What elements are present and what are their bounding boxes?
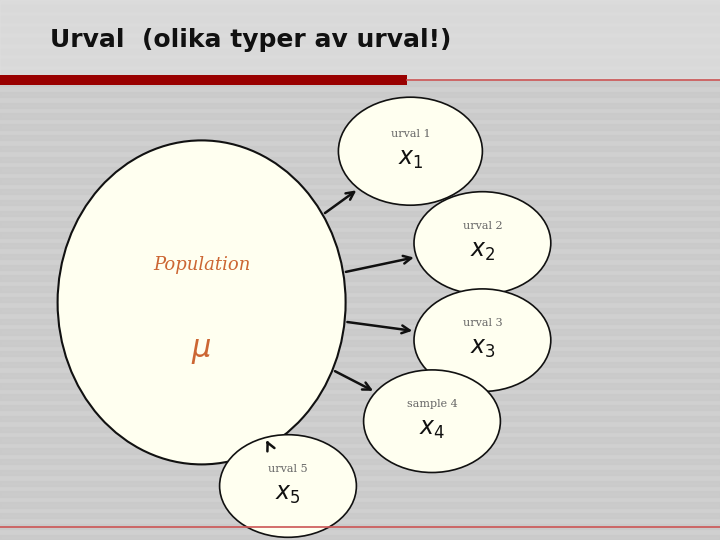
Bar: [0, 481, 720, 486]
Text: sample 4: sample 4: [407, 399, 457, 409]
Bar: [0, 27, 720, 32]
Bar: [0, 470, 720, 475]
Bar: [0, 103, 720, 108]
Bar: [0, 113, 720, 119]
Ellipse shape: [338, 97, 482, 205]
Bar: [0, 124, 720, 130]
Bar: [0, 178, 720, 184]
Text: $x_3$: $x_3$: [469, 337, 495, 360]
Bar: [0, 200, 720, 205]
Bar: [0, 38, 720, 43]
Ellipse shape: [414, 289, 551, 392]
Bar: [0, 75, 407, 85]
Bar: [0, 383, 720, 389]
Text: urval 5: urval 5: [268, 464, 308, 474]
Bar: [0, 405, 720, 410]
Ellipse shape: [414, 192, 551, 294]
Bar: [0, 329, 720, 335]
Ellipse shape: [58, 140, 346, 464]
Bar: [0, 275, 720, 281]
Text: urval 1: urval 1: [390, 129, 431, 139]
Bar: [0, 221, 720, 227]
Bar: [0, 92, 720, 97]
Bar: [0, 265, 720, 270]
Bar: [0, 59, 720, 65]
Bar: [0, 167, 720, 173]
Text: $x_4$: $x_4$: [419, 418, 445, 441]
Bar: [0, 254, 720, 259]
Bar: [0, 524, 720, 529]
Bar: [0, 243, 720, 248]
Bar: [0, 286, 720, 292]
Bar: [0, 319, 720, 324]
Text: $x_5$: $x_5$: [275, 483, 301, 505]
Text: Urval  (olika typer av urval!): Urval (olika typer av urval!): [50, 29, 451, 52]
Bar: [0, 308, 720, 313]
Bar: [0, 70, 720, 76]
Bar: [0, 362, 720, 367]
Bar: [0, 437, 720, 443]
Text: $x_2$: $x_2$: [469, 240, 495, 262]
Bar: [0, 157, 720, 162]
Bar: [0, 340, 720, 346]
Bar: [0, 535, 720, 540]
Text: Population: Population: [153, 255, 251, 274]
Text: urval 2: urval 2: [462, 221, 503, 231]
Bar: [0, 49, 720, 54]
Bar: [0, 448, 720, 454]
Bar: [0, 297, 720, 302]
Bar: [0, 416, 720, 421]
Bar: [0, 513, 720, 518]
Bar: [0, 189, 720, 194]
Bar: [0, 232, 720, 238]
Bar: [0, 16, 720, 22]
Ellipse shape: [364, 370, 500, 472]
Bar: [0, 373, 720, 378]
Bar: [0, 81, 720, 86]
Bar: [0, 459, 720, 464]
Bar: [0, 502, 720, 508]
Bar: [0, 5, 720, 11]
Bar: [0, 351, 720, 356]
Bar: [0, 211, 720, 216]
Bar: [0, 427, 720, 432]
Text: $x_1$: $x_1$: [397, 148, 423, 171]
Ellipse shape: [220, 435, 356, 537]
Text: urval 3: urval 3: [462, 318, 503, 328]
Text: $\mu$: $\mu$: [192, 335, 212, 367]
Bar: [0, 491, 720, 497]
Bar: [0, 394, 720, 400]
Bar: [0, 135, 720, 140]
Bar: [0, 146, 720, 151]
